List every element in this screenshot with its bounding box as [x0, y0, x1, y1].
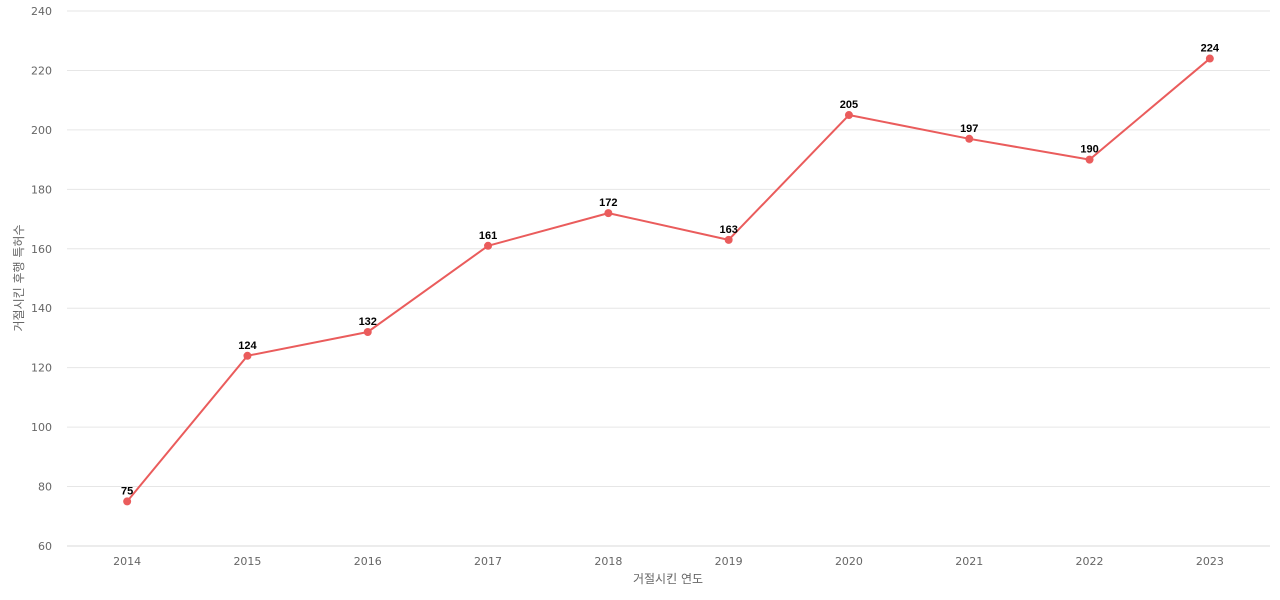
y-tick-label: 60 [38, 540, 52, 553]
y-tick-label: 100 [31, 421, 52, 434]
y-axis-ticks: 60 80 100 120 140 160 180 200 220 240 [31, 5, 52, 553]
data-label: 75 [121, 485, 133, 497]
x-tick-label: 2017 [474, 555, 502, 568]
data-point [484, 241, 493, 250]
x-tick-label: 2020 [835, 555, 863, 568]
series-line [126, 57, 1211, 503]
x-tick-label: 2014 [113, 555, 141, 568]
data-label: 197 [960, 123, 978, 135]
y-tick-label: 220 [31, 64, 52, 77]
y-tick-label: 120 [31, 362, 52, 375]
data-point [1205, 54, 1214, 63]
x-tick-label: 2021 [955, 555, 983, 568]
data-point [844, 111, 853, 120]
data-point [604, 209, 613, 218]
y-tick-label: 140 [31, 302, 52, 315]
x-tick-label: 2019 [715, 555, 743, 568]
y-tick-label: 160 [31, 243, 52, 256]
data-point [363, 328, 372, 336]
x-tick-label: 2022 [1076, 555, 1104, 568]
data-label: 224 [1201, 43, 1220, 55]
data-point [123, 497, 132, 506]
x-axis-ticks: 2014 2015 2016 2017 2018 2019 2020 2021 2022 2023 [113, 555, 1224, 568]
data-label: 161 [479, 230, 497, 242]
x-axis-title: 거절시킨 연도 [633, 572, 703, 586]
data-label: 205 [840, 99, 858, 111]
data-points [123, 54, 1214, 506]
data-point [965, 134, 974, 143]
data-labels: 75 124 132 161 172 163 205 197 190 224 [121, 43, 1220, 498]
data-point [724, 235, 733, 244]
data-point [1085, 155, 1094, 164]
gridlines [67, 10, 1270, 547]
series-line-path [126, 57, 1211, 503]
data-point [243, 351, 252, 360]
x-tick-label: 2018 [594, 555, 622, 568]
y-tick-label: 80 [38, 481, 52, 494]
data-label: 163 [719, 224, 737, 236]
x-tick-label: 2023 [1196, 555, 1224, 568]
data-label: 190 [1080, 144, 1098, 156]
data-label: 132 [359, 316, 377, 328]
x-tick-label: 2016 [354, 555, 382, 568]
data-label: 124 [238, 340, 257, 352]
y-tick-label: 200 [31, 124, 52, 137]
y-tick-label: 180 [31, 183, 52, 196]
x-tick-label: 2015 [233, 555, 261, 568]
y-tick-label: 240 [31, 5, 52, 18]
data-label: 172 [599, 197, 617, 209]
y-axis-title: 거절시킨 후행 특허수 [11, 225, 26, 332]
